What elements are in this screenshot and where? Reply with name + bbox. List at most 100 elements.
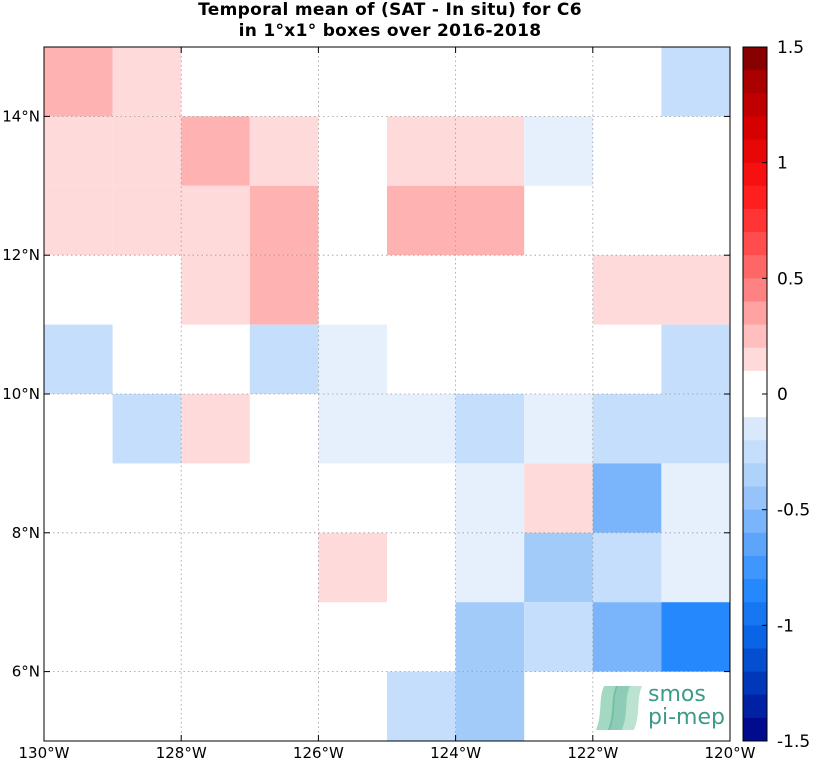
heatmap-cell [455, 185, 525, 256]
colorbar-segment [743, 694, 767, 719]
logo-text-pi-mep: pi-mep [648, 705, 725, 730]
heatmap-cell [44, 47, 113, 117]
colorbar-segment [743, 440, 767, 464]
colorbar-segment [743, 648, 767, 673]
heatmap-cell [455, 116, 525, 186]
x-tick-label: 122°W [567, 744, 618, 762]
heatmap-cell [112, 47, 182, 117]
grid-lines [44, 47, 730, 741]
heatmap-cell [592, 255, 662, 325]
heatmap-cell [112, 116, 182, 186]
x-tick-label: 124°W [430, 744, 481, 762]
colorbar-tick-label: -0.5 [777, 501, 810, 521]
colorbar-tick-label: -1.5 [777, 732, 810, 752]
logo-waves-icon [596, 686, 642, 730]
heatmap-cell [387, 394, 456, 464]
heatmap-cell [455, 532, 525, 603]
heatmap-cell [181, 116, 250, 186]
colorbar-segment [743, 139, 767, 164]
colorbar-segment [743, 579, 767, 603]
heatmap-cell [387, 116, 456, 186]
chart-subtitle: in 1°x1° boxes over 2016-2018 [238, 21, 542, 41]
smos-pi-mep-logo: smos pi-mep [596, 682, 725, 730]
colorbar-segment [743, 324, 767, 349]
colorbar-segment [743, 625, 767, 649]
colorbar-tick-label: 0 [777, 385, 788, 405]
heatmap-cell [112, 394, 182, 464]
chart-title: Temporal mean of (SAT - In situ) for C6 [198, 0, 582, 20]
colorbar-segment [743, 509, 767, 534]
heatmap-cell [524, 394, 593, 464]
colorbar-segment [743, 463, 767, 488]
colorbar-segment [743, 555, 767, 580]
y-tick-label: 10°N [2, 385, 40, 403]
y-tick-label: 8°N [12, 524, 40, 542]
x-tick-label: 128°W [156, 744, 207, 762]
colorbar-tick-label: 1.5 [777, 38, 804, 58]
heatmap-cell [181, 394, 250, 464]
heatmap-cell [455, 394, 525, 464]
colorbar-segment [743, 671, 767, 696]
heatmap-cell [44, 324, 113, 394]
y-tick-label: 14°N [2, 107, 40, 125]
heatmap-cell [318, 532, 387, 603]
heatmap-cell [44, 116, 113, 186]
colorbar-segment [743, 232, 767, 256]
colorbar-segment [743, 370, 767, 395]
logo-text-smos: smos [648, 682, 706, 707]
colorbar-segment [743, 417, 767, 441]
heatmap-cell [318, 324, 387, 394]
x-tick-label: 120°W [705, 744, 756, 762]
heatmap-cell [661, 324, 730, 394]
colorbar-segment [743, 162, 767, 187]
y-tick-label: 12°N [2, 246, 40, 264]
colorbar-segment [743, 394, 767, 418]
heatmap-cell [455, 602, 525, 672]
heatmap-cell [249, 324, 319, 394]
colorbar-tick-label: 1 [777, 154, 788, 174]
heatmap-cell [661, 47, 730, 117]
heatmap-cell [661, 532, 730, 603]
heatmap-cell [592, 394, 662, 464]
colorbar-segment [743, 255, 767, 279]
colorbar-segment [743, 93, 767, 117]
y-tick-label: 6°N [12, 663, 40, 681]
heatmap-cell [524, 463, 593, 533]
colorbar-segment [743, 347, 767, 372]
heatmap-cell [661, 394, 730, 464]
x-tick-label: 130°W [19, 744, 70, 762]
colorbar-tick-label: -1 [777, 616, 794, 636]
heatmap-cell [181, 255, 250, 325]
colorbar-segment [743, 301, 767, 326]
heatmap-cell [592, 532, 662, 603]
heatmap-cells [44, 47, 730, 741]
heatmap-cell [249, 255, 319, 325]
heatmap-cell [455, 671, 525, 741]
heatmap-cell [387, 671, 456, 741]
colorbar-segment [743, 532, 767, 557]
heatmap-cell [661, 463, 730, 533]
heatmap-cell [524, 116, 593, 186]
colorbar-segment [743, 717, 767, 742]
colorbar-segment [743, 486, 767, 511]
colorbar-segment [743, 278, 767, 302]
colorbar-segment [743, 185, 767, 210]
heatmap-cell [524, 602, 593, 672]
heatmap-cell [592, 463, 662, 533]
heatmap-cell [181, 185, 250, 256]
heatmap-cell [455, 463, 525, 533]
axis-ticks: 130°W 128°W 126°W 124°W 122°W 120°W 6°N 8°N 10°N… [2, 47, 756, 762]
heatmap-cell [249, 185, 319, 256]
colorbar-segment [743, 47, 767, 71]
colorbar-segment [743, 116, 767, 141]
colorbar: 1.5 1 0.5 0 -0.5 -1 -1.5 [742, 38, 810, 752]
heatmap-cell [112, 185, 182, 256]
colorbar-tick-label: 0.5 [777, 269, 804, 289]
colorbar-segment [743, 70, 767, 94]
colorbar-segment [743, 602, 767, 626]
heatmap-cell [524, 532, 593, 603]
heatmap-cell [661, 602, 730, 672]
heatmap-cell [592, 602, 662, 672]
heatmap-cell [318, 394, 387, 464]
